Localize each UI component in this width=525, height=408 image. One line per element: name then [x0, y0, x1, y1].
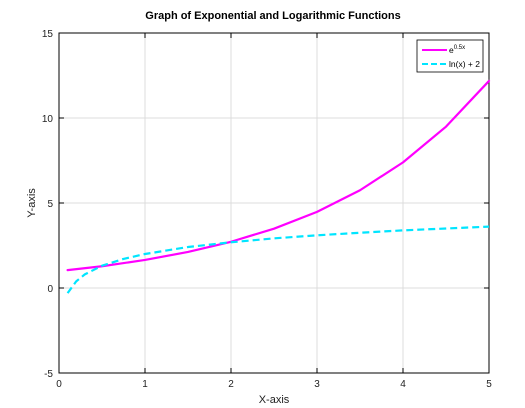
legend-label-exponential-base: e [449, 45, 454, 55]
x-axis-label: X-axis [259, 394, 290, 406]
x-tick-label: 4 [400, 379, 406, 390]
legend-label-logarithmic: ln(x) + 2 [449, 59, 480, 69]
series-group [66, 79, 491, 294]
x-tick-label: 3 [314, 379, 320, 390]
x-tick-label: 5 [486, 379, 492, 390]
chart-title: Graph of Exponential and Logarithmic Fun… [145, 10, 400, 22]
y-tick-label: 0 [47, 284, 53, 295]
series-line-exponential [66, 79, 491, 272]
x-tick-label: 0 [56, 379, 62, 390]
x-tick-label: 2 [228, 379, 234, 390]
grid [58, 32, 490, 374]
series-line-logarithmic [66, 225, 490, 294]
y-axis-label: Y-axis [26, 188, 38, 218]
y-tick-label: 15 [42, 29, 54, 40]
y-tick-label: 5 [47, 199, 53, 210]
legend: e0.5x ln(x) + 2 [416, 39, 484, 73]
legend-label-exponential: e0.5x [449, 45, 465, 55]
y-tick-label: -5 [44, 369, 53, 380]
x-tick-label: 1 [142, 379, 148, 390]
legend-box [416, 39, 484, 73]
legend-label-exponential-sup: 0.5x [454, 45, 465, 51]
y-tick-label: 10 [42, 114, 54, 125]
